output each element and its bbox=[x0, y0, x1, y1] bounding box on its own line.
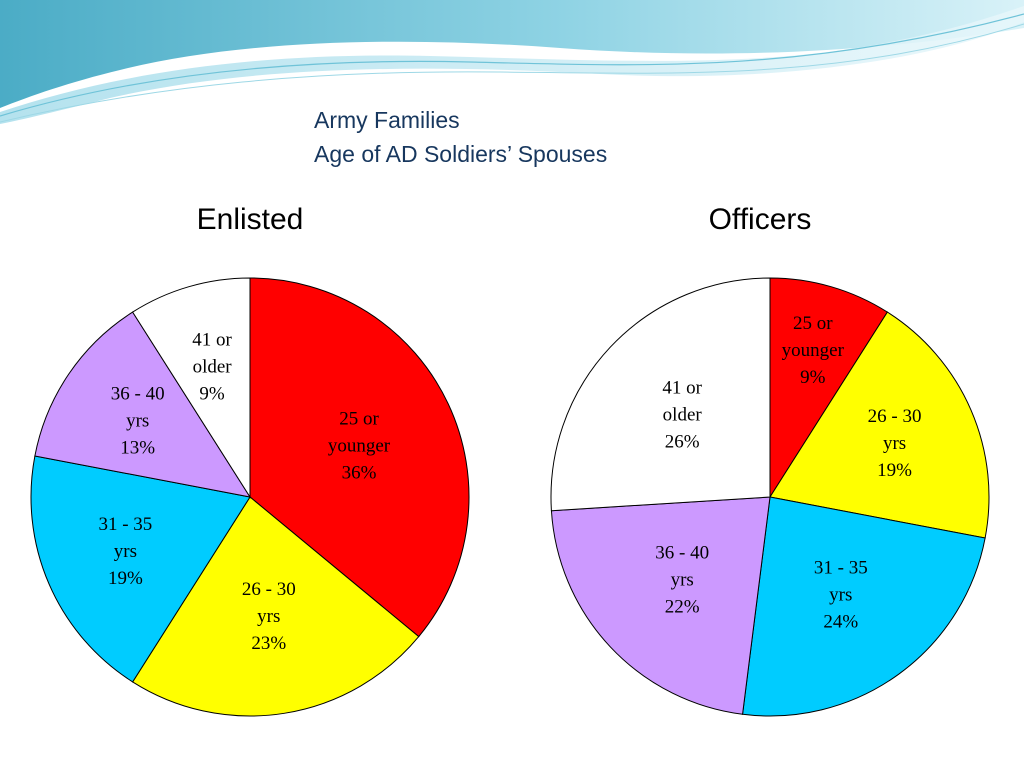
enlisted-slice-label-0-line-2: 36% bbox=[342, 463, 377, 484]
enlisted-slice-label-1-line-0: 26 - 30 bbox=[242, 579, 296, 600]
enlisted-slice-label-0-line-0: 25 or bbox=[339, 409, 379, 430]
slide-subtitle: Age of AD Soldiers’ Spouses bbox=[314, 141, 608, 167]
enlisted-slice-label-2-line-0: 31 - 35 bbox=[98, 514, 152, 535]
enlisted-slice-label-4: 41 or older 9% bbox=[192, 330, 232, 405]
wave-line-2 bbox=[0, 23, 1024, 123]
enlisted-slice-3 bbox=[34, 311, 252, 498]
officers-slice-label-2: 31 - 35 yrs 24% bbox=[814, 557, 868, 632]
wave-band-main bbox=[0, 0, 1024, 108]
officers-slice-label-2-line-0: 31 - 35 bbox=[814, 557, 868, 578]
enlisted-slice-label-3: 36 - 40 yrs 13% bbox=[111, 384, 165, 459]
enlisted-pie: 25 or younger 36% 26 - 30 yrs 23% 31 - 35 yrs 19… bbox=[30, 277, 470, 717]
officers-slice-label-1-line-0: 26 - 30 bbox=[868, 406, 922, 427]
enlisted-slice-label-0-line-1: younger bbox=[328, 436, 391, 457]
officers-slice-label-4: 41 or older 26% bbox=[662, 378, 702, 453]
enlisted-slice-label-2-line-1: yrs bbox=[114, 541, 137, 562]
officers-slice-label-4-line-1: older bbox=[663, 405, 703, 426]
enlisted-slice-label-3-line-2: 13% bbox=[120, 438, 155, 459]
enlisted-slice-label-1-line-2: 23% bbox=[251, 633, 286, 654]
enlisted-slice-label-2-line-2: 19% bbox=[108, 568, 143, 589]
enlisted-slice-label-0: 25 or younger 36% bbox=[328, 409, 391, 484]
enlisted-slice-1 bbox=[131, 496, 420, 717]
enlisted-slice-label-3-line-0: 36 - 40 bbox=[111, 384, 165, 405]
officers-slice-label-4-line-0: 41 or bbox=[662, 378, 702, 399]
officers-slice-label-3-line-1: yrs bbox=[671, 570, 694, 591]
enlisted-slice-label-3-line-1: yrs bbox=[126, 411, 149, 432]
officers-slice-label-1-line-2: 19% bbox=[877, 460, 912, 481]
wave-band-light bbox=[0, 6, 1024, 124]
officers-pie: 25 or younger 9% 26 - 30 yrs 19% 31 - 35 yrs 24%… bbox=[550, 277, 990, 717]
officers-slice-label-0-line-1: younger bbox=[782, 340, 845, 361]
officers-slice-2 bbox=[741, 496, 986, 717]
officers-slice-label-2-line-2: 24% bbox=[823, 611, 858, 632]
enlisted-slice-label-1: 26 - 30 yrs 23% bbox=[242, 579, 296, 654]
officers-slice-0 bbox=[769, 277, 889, 499]
officers-slice-label-3: 36 - 40 yrs 22% bbox=[655, 543, 709, 618]
header-wave-decoration bbox=[0, 0, 1024, 124]
enlisted-slice-0 bbox=[249, 277, 470, 638]
officers-slice-label-3-line-0: 36 - 40 bbox=[655, 543, 709, 564]
enlisted-slice-2 bbox=[30, 455, 251, 683]
enlisted-slice-label-4-line-1: older bbox=[193, 357, 233, 378]
officers-slice-label-2-line-1: yrs bbox=[829, 584, 852, 605]
officers-slice-label-1-line-1: yrs bbox=[883, 433, 906, 454]
officers-slice-label-0-line-2: 9% bbox=[800, 367, 826, 388]
enlisted-slice-4 bbox=[131, 277, 251, 499]
officers-slice-label-1: 26 - 30 yrs 19% bbox=[868, 406, 922, 481]
officers-slice-label-3-line-2: 22% bbox=[665, 597, 700, 618]
officers-slice-1 bbox=[769, 311, 990, 539]
officers-slice-label-0: 25 or younger 9% bbox=[782, 313, 845, 388]
officers-slice-label-4-line-2: 26% bbox=[665, 432, 700, 453]
officers-slice-3 bbox=[550, 496, 771, 715]
enlisted-slice-label-2: 31 - 35 yrs 19% bbox=[98, 514, 152, 589]
enlisted-chart-title: Enlisted bbox=[196, 203, 304, 236]
wave-line-1 bbox=[0, 13, 1024, 117]
enlisted-slice-label-4-line-2: 9% bbox=[199, 384, 225, 405]
officers-slice-4 bbox=[550, 277, 771, 512]
slide-title: Army Families bbox=[314, 107, 460, 133]
enlisted-slice-label-4-line-0: 41 or bbox=[192, 330, 232, 351]
enlisted-slice-label-1-line-1: yrs bbox=[257, 606, 280, 627]
officers-slice-label-0-line-0: 25 or bbox=[793, 313, 833, 334]
officers-chart-title: Officers bbox=[708, 203, 812, 236]
